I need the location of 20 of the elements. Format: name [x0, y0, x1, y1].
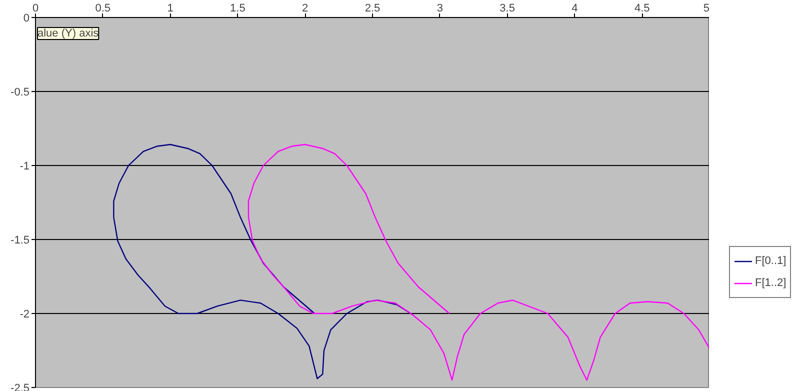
x-tick-label: 0.5 — [95, 2, 111, 14]
x-tick-label: 1.5 — [230, 2, 246, 14]
x-tick-label: 4 — [572, 2, 578, 14]
x-tick-label: 0 — [32, 2, 39, 14]
x-tick-label: 3 — [436, 2, 443, 14]
line-series — [113, 144, 414, 380]
y-tick-label: -1 — [20, 160, 30, 172]
x-tick-label: 1 — [167, 2, 174, 14]
x-tick-label: 3.5 — [500, 2, 515, 14]
x-tick-label: 2 — [302, 2, 308, 14]
x-tick-label: 5 — [703, 2, 710, 14]
y-tick-label: -2 — [20, 308, 30, 320]
line-series — [248, 144, 709, 381]
legend-label: F[0..1] — [755, 255, 786, 267]
legend-label: F[1..2] — [755, 277, 786, 289]
y-tick-label: -1.5 — [10, 234, 30, 246]
y-tick-label: -0.5 — [10, 86, 30, 98]
x-tick-label: 2.5 — [364, 2, 380, 14]
x-tick-label: 4.5 — [634, 2, 650, 14]
y-tick-label: 0 — [23, 12, 30, 24]
